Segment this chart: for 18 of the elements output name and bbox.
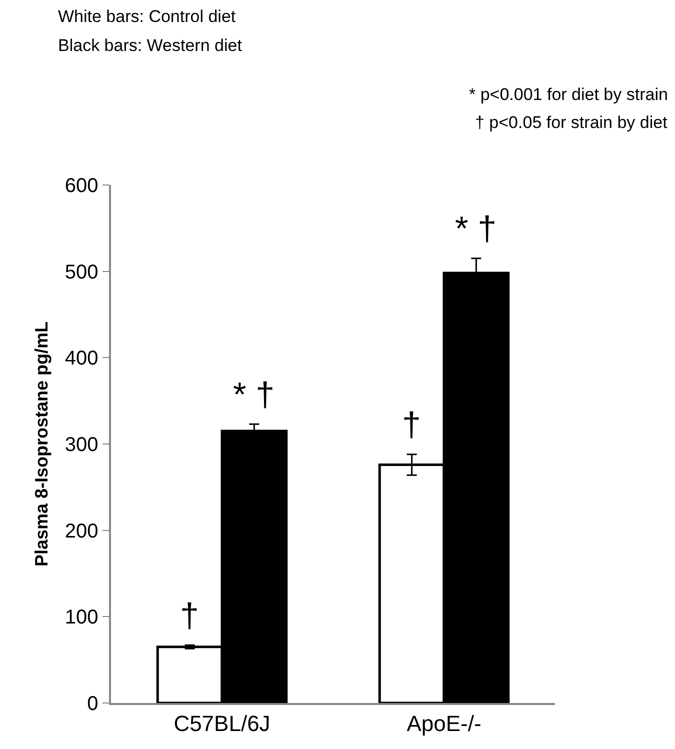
- data-label: †: [180, 597, 199, 635]
- x-tick-label: ApoE-/-: [406, 711, 482, 736]
- data-label: †: [402, 406, 421, 444]
- y-tick-label: 500: [64, 261, 98, 284]
- text: * p<0.001 for diet by strain: [469, 85, 668, 104]
- text: White bars: Control diet: [58, 7, 236, 26]
- data-label: * †: [455, 210, 497, 248]
- text: † p<0.05 for strain by diet: [475, 113, 668, 132]
- y-tick-label: 100: [64, 606, 98, 629]
- data-label: * †: [233, 376, 275, 414]
- y-tick-label: 300: [64, 434, 98, 456]
- text: Black bars: Western diet: [58, 36, 242, 55]
- y-tick-label: 200: [64, 520, 98, 542]
- x-tick-label: C57BL/6J: [174, 711, 270, 736]
- y-tick-label: 600: [64, 175, 98, 197]
- y-tick-label: 400: [64, 348, 98, 370]
- y-axis-title: Plasma 8-Isoprostane pg/mL: [32, 321, 52, 567]
- y-tick-label: 0: [87, 693, 98, 715]
